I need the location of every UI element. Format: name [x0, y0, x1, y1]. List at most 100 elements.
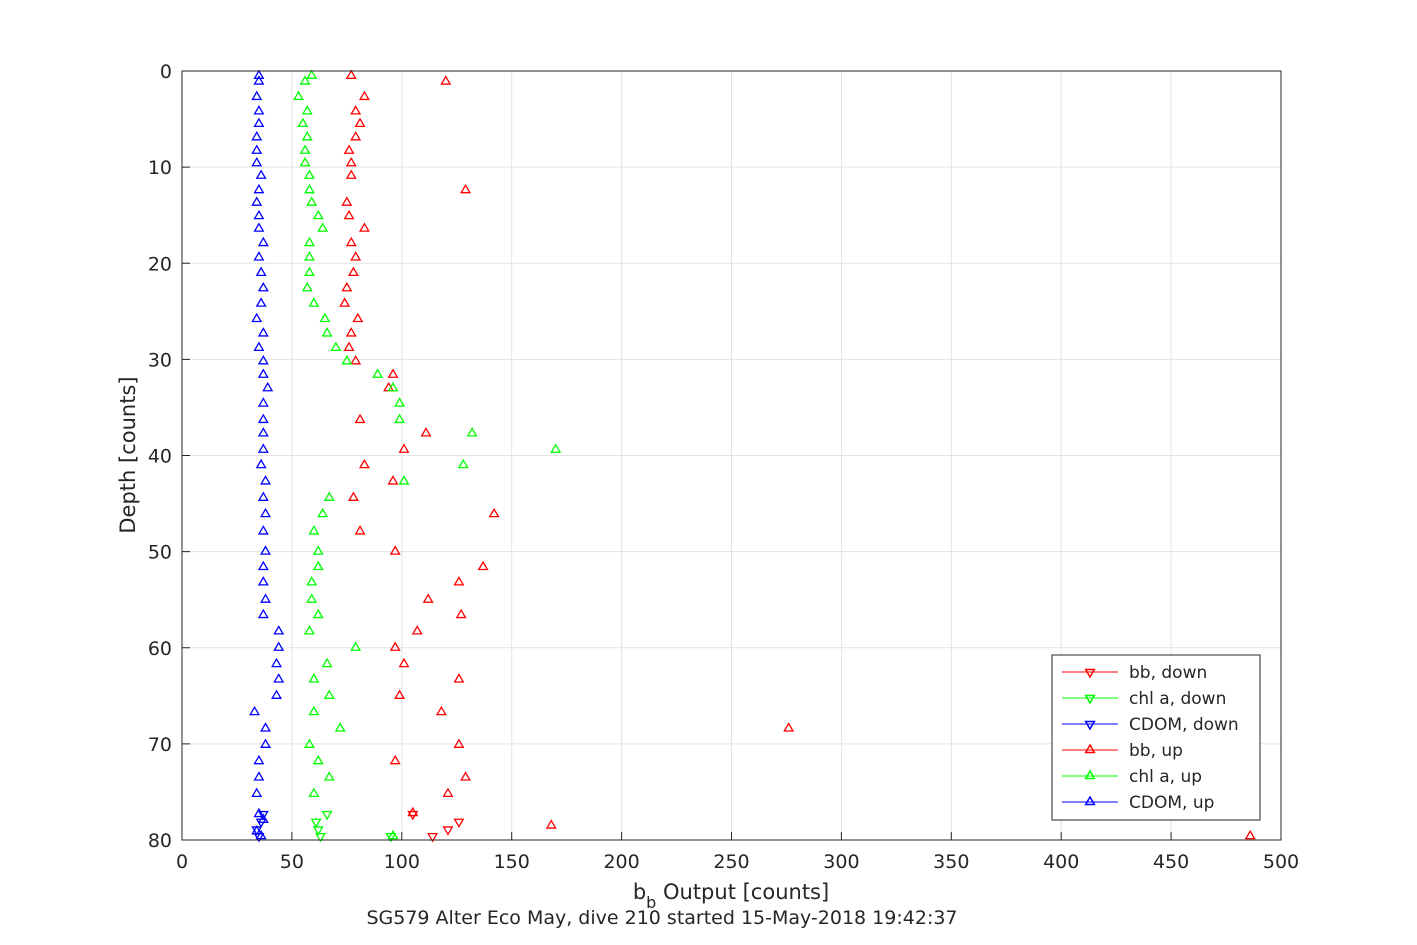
legend-marker [1084, 743, 1096, 754]
data-point [253, 771, 265, 781]
data-point [257, 368, 269, 378]
data-point [312, 545, 324, 555]
legend: bb, down chl a, down CDOM, down bb, up chl a… [1051, 654, 1261, 821]
series-4 [293, 69, 562, 840]
y-tick-label: 50 [148, 542, 172, 564]
series-5 [249, 69, 285, 840]
data-point [301, 105, 313, 115]
data-point [257, 397, 269, 407]
data-point [387, 368, 399, 378]
x-axis-label-main: b [633, 880, 646, 904]
data-point [251, 825, 263, 835]
data-point [257, 281, 269, 292]
data-point [466, 427, 478, 437]
data-point [345, 236, 357, 247]
legend-entry: bb, up [1062, 741, 1183, 761]
data-point [304, 251, 315, 261]
data-point [308, 673, 320, 683]
data-point [255, 297, 267, 307]
x-tick-label: 250 [713, 851, 749, 873]
data-point [321, 327, 333, 337]
data-point [306, 69, 318, 79]
data-point [317, 507, 329, 518]
data-point [273, 625, 285, 635]
legend-box [1051, 654, 1261, 821]
data-point [255, 458, 267, 469]
data-point [440, 75, 452, 85]
data-point [350, 355, 362, 365]
data-point [255, 829, 267, 840]
data-point [260, 738, 272, 748]
data-point [253, 117, 265, 128]
data-point [273, 673, 285, 683]
data-point [299, 156, 311, 167]
data-point [299, 75, 311, 85]
data-point [435, 705, 447, 716]
figure-caption: SG579 Alter Eco May, dive 210 started 15… [366, 907, 957, 929]
data-point [253, 209, 265, 220]
data-point [257, 491, 269, 501]
y-tick-label: 30 [148, 349, 172, 371]
data-point [321, 657, 333, 668]
data-point [358, 222, 370, 232]
data-point [253, 754, 265, 765]
data-point [257, 813, 269, 823]
data-point [299, 144, 311, 154]
data-point [389, 754, 401, 765]
data-point [308, 525, 320, 535]
data-point [422, 593, 434, 603]
data-point [358, 458, 370, 469]
data-point [345, 327, 357, 337]
data-point [304, 266, 315, 277]
data-point [347, 491, 359, 501]
data-point [347, 266, 359, 277]
data-point [312, 826, 324, 836]
data-point [345, 169, 357, 179]
data-point [455, 608, 467, 619]
data-point [251, 144, 263, 154]
data-point [255, 266, 267, 277]
data-point [453, 673, 465, 683]
data-point [354, 117, 366, 128]
data-point [345, 156, 357, 167]
x-tick-label: 200 [603, 851, 639, 873]
data-point [330, 341, 342, 351]
data-point [304, 625, 315, 635]
data-point [453, 576, 465, 586]
data-point [257, 355, 269, 365]
data-point [251, 156, 263, 167]
data-point [341, 281, 353, 292]
data-point [251, 196, 263, 206]
data-point [304, 169, 315, 179]
data-point [341, 355, 353, 365]
data-point [453, 818, 465, 829]
data-point [260, 545, 272, 555]
data-point [257, 560, 269, 571]
data-point [308, 787, 320, 798]
data-point [257, 236, 269, 247]
data-point [387, 475, 399, 485]
data-point [354, 413, 366, 424]
y-tick-label: 10 [148, 157, 172, 179]
x-tick-label: 150 [494, 851, 530, 873]
data-point [262, 381, 274, 392]
data-point [257, 576, 269, 586]
data-point [321, 810, 333, 821]
legend-marker [1084, 720, 1096, 731]
data-point [271, 657, 282, 668]
x-tick-label: 50 [280, 851, 304, 873]
x-tick-label: 450 [1153, 851, 1189, 873]
data-point [358, 90, 370, 101]
data-point [394, 689, 406, 699]
legend-entry: chl a, up [1062, 767, 1202, 787]
data-point [354, 525, 366, 535]
data-point [442, 826, 454, 836]
data-point [389, 641, 401, 651]
series-1 [310, 810, 397, 843]
data-point [1244, 829, 1256, 840]
data-point [253, 341, 265, 351]
data-point [306, 196, 318, 206]
data-point [260, 475, 272, 485]
data-point [301, 281, 313, 292]
